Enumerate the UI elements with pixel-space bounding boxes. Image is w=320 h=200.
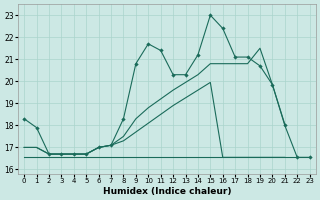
X-axis label: Humidex (Indice chaleur): Humidex (Indice chaleur)	[103, 187, 231, 196]
